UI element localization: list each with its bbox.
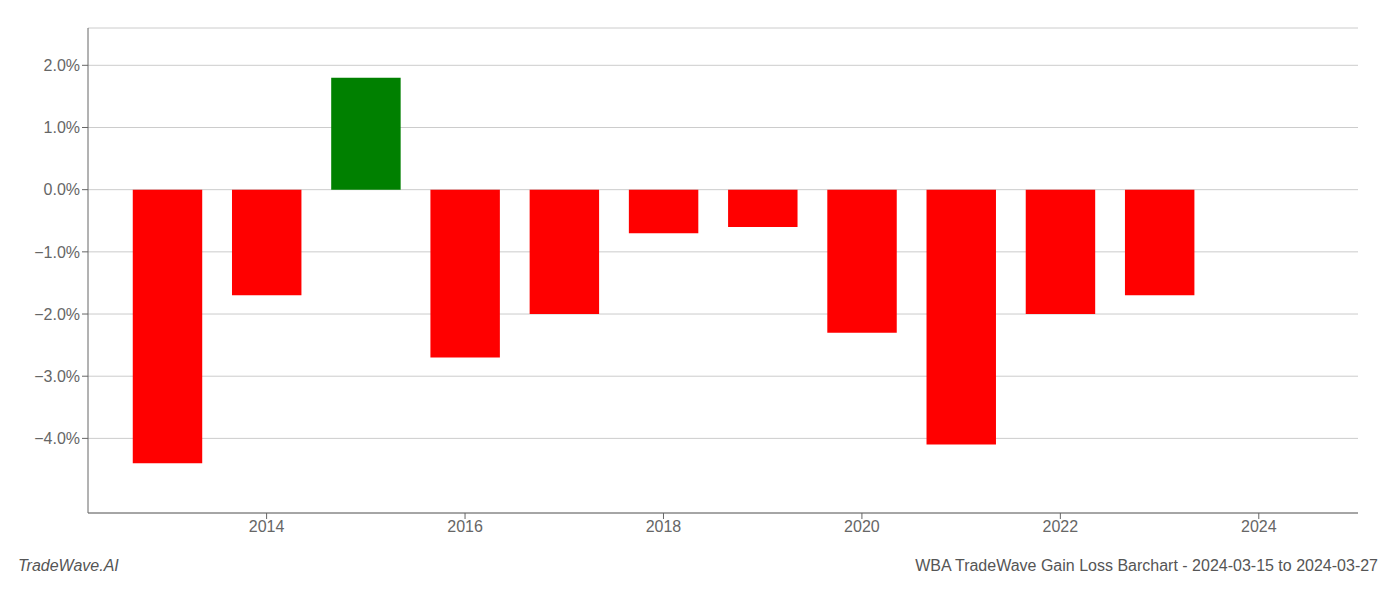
svg-text:2.0%: 2.0%	[44, 57, 80, 74]
svg-text:2022: 2022	[1043, 518, 1079, 535]
svg-text:−2.0%: −2.0%	[34, 306, 80, 323]
svg-text:0.0%: 0.0%	[44, 181, 80, 198]
html-text:WBA TradeWave Gain Loss Barcha: WBA TradeWave Gain Loss Barchart - 2024-…	[915, 557, 1378, 574]
svg-text:2024: 2024	[1241, 518, 1277, 535]
svg-text:−1.0%: −1.0%	[34, 244, 80, 261]
svg-text:2020: 2020	[844, 518, 880, 535]
svg-text:2018: 2018	[646, 518, 682, 535]
svg-text:2016: 2016	[447, 518, 483, 535]
svg-text:−3.0%: −3.0%	[34, 368, 80, 385]
html-text:TradeWave.AI: TradeWave.AI	[18, 557, 119, 574]
svg-text:1.0%: 1.0%	[44, 119, 80, 136]
svg-text:−4.0%: −4.0%	[34, 430, 80, 447]
svg-text:2014: 2014	[249, 518, 285, 535]
